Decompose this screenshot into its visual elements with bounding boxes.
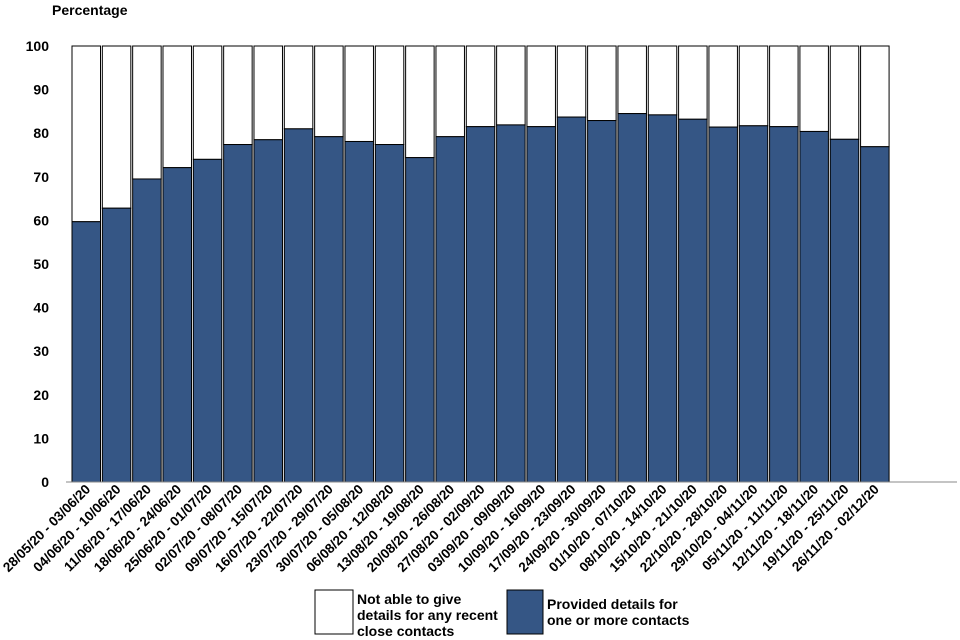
bar-provided-details	[526, 126, 556, 483]
bar-provided-details	[71, 221, 101, 483]
bar-not-able-to-give-details	[314, 45, 344, 138]
y-tick-label: 10	[33, 430, 49, 446]
y-tick-label: 40	[33, 300, 49, 316]
legend-label-not-able: Not able to give	[357, 591, 461, 607]
bar-not-able-to-give-details	[132, 45, 162, 180]
y-tick-label: 90	[33, 82, 49, 98]
bar-not-able-to-give-details	[860, 45, 890, 148]
bar-not-able-to-give-details	[587, 45, 617, 122]
y-axis-ticks: 0 10 20 30 40 50 60 70 80 90 100	[26, 38, 50, 490]
bar-provided-details	[708, 126, 738, 483]
bar-not-able-to-give-details	[708, 45, 738, 128]
bar-provided-details	[587, 120, 617, 483]
bar-not-able-to-give-details	[799, 45, 829, 132]
bar-not-able-to-give-details	[769, 45, 799, 128]
bar-not-able-to-give-details	[526, 45, 556, 128]
bar-not-able-to-give-details	[192, 45, 223, 160]
bar-provided-details	[192, 158, 223, 483]
bar-provided-details	[678, 118, 708, 483]
bar-not-able-to-give-details	[101, 45, 132, 209]
bars	[71, 45, 890, 483]
legend-label-provided: one or more contacts	[547, 612, 690, 628]
bar-not-able-to-give-details	[344, 45, 374, 142]
bar-provided-details	[829, 138, 860, 483]
bar-not-able-to-give-details	[435, 45, 465, 138]
bar-provided-details	[223, 144, 253, 483]
legend-swatch-provided	[506, 589, 544, 635]
bar-provided-details	[435, 136, 465, 483]
bar-not-able-to-give-details	[678, 45, 708, 120]
y-tick-label: 100	[26, 38, 50, 54]
bar-not-able-to-give-details	[465, 45, 496, 128]
bar-provided-details	[556, 116, 587, 483]
bar-not-able-to-give-details	[71, 45, 101, 223]
y-tick-label: 20	[33, 387, 49, 403]
bar-provided-details	[132, 178, 162, 483]
legend-label-not-able: close contacts	[357, 623, 454, 639]
y-tick-label: 60	[33, 212, 49, 228]
bar-provided-details	[283, 128, 314, 483]
bar-provided-details	[799, 130, 829, 483]
bar-not-able-to-give-details	[374, 45, 405, 146]
legend: Not able to give details for any recent …	[314, 589, 690, 639]
bar-provided-details	[101, 207, 132, 483]
bar-not-able-to-give-details	[829, 45, 860, 140]
bar-not-able-to-give-details	[738, 45, 769, 127]
bar-provided-details	[253, 139, 283, 483]
bar-provided-details	[344, 140, 374, 483]
bar-not-able-to-give-details	[253, 45, 283, 141]
bar-not-able-to-give-details	[405, 45, 435, 159]
legend-swatch-not-able	[314, 589, 354, 635]
y-tick-label: 30	[33, 343, 49, 359]
bar-provided-details	[647, 114, 678, 483]
bar-not-able-to-give-details	[496, 45, 526, 126]
bar-not-able-to-give-details	[647, 45, 678, 116]
bar-provided-details	[405, 157, 435, 483]
y-axis-label: Percentage	[52, 2, 128, 18]
bar-provided-details	[769, 126, 799, 483]
bar-not-able-to-give-details	[223, 45, 253, 146]
bar-provided-details	[374, 144, 405, 483]
y-tick-label: 0	[41, 474, 49, 490]
bar-provided-details	[314, 136, 344, 483]
y-tick-label: 80	[33, 125, 49, 141]
bar-provided-details	[496, 124, 526, 483]
bar-not-able-to-give-details	[283, 45, 314, 130]
bar-not-able-to-give-details	[162, 45, 192, 169]
bar-provided-details	[617, 113, 647, 483]
legend-label-provided: Provided details for	[547, 596, 678, 612]
bar-not-able-to-give-details	[556, 45, 587, 118]
bar-provided-details	[738, 125, 769, 483]
legend-label-not-able: details for any recent	[357, 607, 498, 623]
bar-not-able-to-give-details	[617, 45, 647, 115]
bar-provided-details	[465, 126, 496, 483]
y-tick-label: 70	[33, 169, 49, 185]
bar-provided-details	[162, 167, 192, 483]
y-tick-label: 50	[33, 256, 49, 272]
bar-provided-details	[860, 146, 890, 483]
